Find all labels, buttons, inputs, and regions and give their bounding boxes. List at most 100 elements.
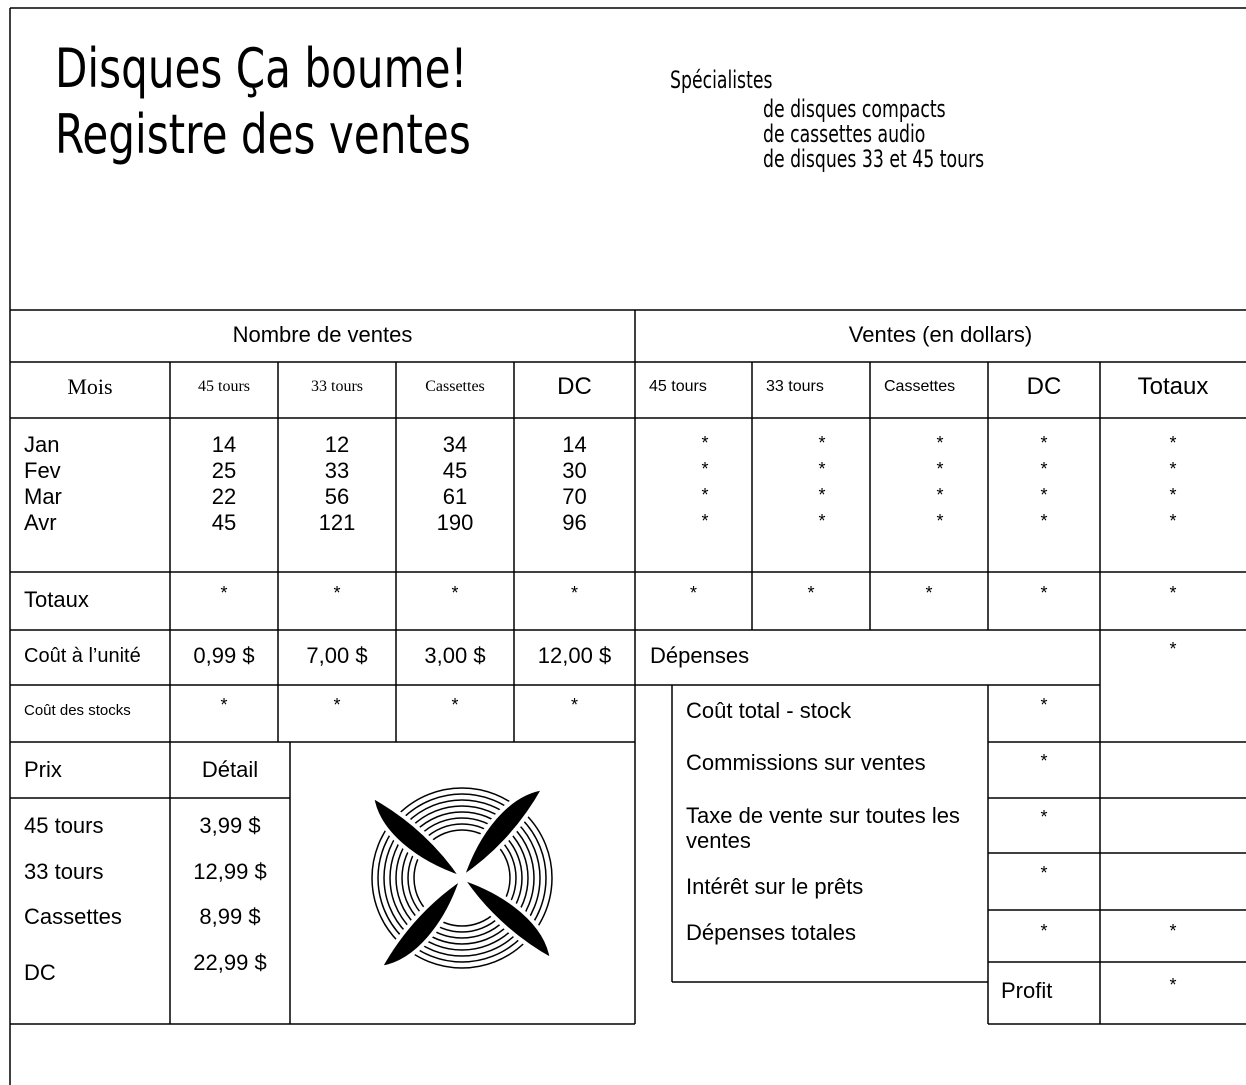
units-sold: 96: [562, 510, 587, 535]
units-sold: 34: [442, 432, 468, 457]
sales-dollars: *: [818, 485, 826, 505]
price-item: 33 tours: [24, 859, 104, 884]
month: Mar: [24, 484, 62, 509]
profit-value: *: [1169, 975, 1177, 995]
stock-cost: *: [570, 695, 578, 715]
total: *: [1040, 583, 1048, 603]
expense-value: *: [1040, 807, 1048, 827]
specialty: de cassettes audio: [763, 120, 926, 148]
column-header: 45 tours: [198, 378, 250, 395]
expense-item: Taxe de vente sur toutes les ventes: [686, 803, 960, 854]
total: *: [333, 583, 341, 603]
column-header: 33 tours: [311, 378, 363, 395]
column-header: DC: [1026, 373, 1062, 400]
units-sold: 12: [324, 432, 350, 457]
stock-cost: *: [220, 695, 228, 715]
price-value: 3,99 $: [199, 813, 261, 838]
column-header: Cassettes: [884, 378, 956, 395]
sales-dollars: *: [701, 511, 709, 531]
logo: [369, 785, 555, 971]
grid: [9, 7, 1246, 1085]
price-value: 8,99 $: [199, 904, 261, 929]
units-sold: 33: [324, 458, 350, 483]
sales-dollars: *: [701, 485, 709, 505]
specialty: de disques 33 et 45 tours: [763, 145, 985, 173]
unit-cost: 7,00 $: [306, 643, 368, 668]
specialty: de disques compacts: [763, 95, 946, 123]
stock-cost: *: [333, 695, 341, 715]
units-sold: 56: [324, 484, 350, 509]
month: Fev: [24, 458, 61, 483]
column-header: Cassettes: [425, 378, 485, 395]
price-value: 12,99 $: [193, 859, 267, 884]
tagline: Spécialistes: [670, 66, 773, 94]
column-header: 45 tours: [649, 378, 707, 395]
price-item: Cassettes: [24, 904, 122, 929]
expense-item: Coût total - stock: [686, 698, 852, 723]
units-sold: 121: [318, 510, 356, 535]
sales-dollars: *: [1169, 459, 1177, 479]
sales-dollars: *: [818, 459, 826, 479]
units-sold: 45: [211, 510, 237, 535]
total: *: [1169, 583, 1177, 603]
row-label: Prix: [24, 757, 62, 782]
row-label: Coût des stocks: [24, 702, 131, 719]
expense-item: Dépenses totales: [686, 920, 856, 945]
expense-value: *: [1040, 751, 1048, 771]
column-header: DC: [557, 373, 592, 400]
expense-value: *: [1040, 695, 1048, 715]
units-sold: 22: [211, 484, 237, 509]
sales-dollars: *: [936, 485, 944, 505]
title: Registre des ventes: [55, 103, 471, 166]
sales-dollars: *: [936, 511, 944, 531]
sales-dollars: *: [1169, 511, 1177, 531]
units-sold: 190: [436, 510, 474, 535]
month: Jan: [24, 432, 60, 457]
column-header: Mois: [67, 374, 113, 399]
total: *: [925, 583, 933, 603]
row-label: Coût à l’unité: [24, 645, 141, 667]
column-header: Détail: [201, 757, 259, 782]
price-item: DC: [24, 960, 56, 985]
sales-dollars: *: [1169, 485, 1177, 505]
unit-cost: 0,99 $: [193, 643, 255, 668]
column-header: Totaux: [1137, 373, 1209, 400]
stock-cost: *: [451, 695, 459, 715]
units-sold: 14: [562, 432, 587, 457]
sales-dollars: *: [1040, 511, 1048, 531]
units-sold: 70: [562, 484, 587, 509]
sales-dollars: *: [1040, 459, 1048, 479]
units-sold: 45: [442, 458, 468, 483]
unit-cost: 12,00 $: [537, 643, 612, 668]
sales-dollars: *: [701, 433, 709, 453]
price-value: 22,99 $: [193, 950, 267, 975]
title: Disques Ça boume!: [55, 37, 468, 100]
sales-dollars: *: [1040, 485, 1048, 505]
price-item: 45 tours: [24, 813, 104, 838]
units-sold: 61: [442, 484, 468, 509]
expense-value: *: [1040, 921, 1048, 941]
sales-dollars: *: [936, 459, 944, 479]
month: Avr: [24, 510, 57, 535]
total: *: [220, 583, 228, 603]
units-sold: 14: [211, 432, 237, 457]
unit-cost: 3,00 $: [424, 643, 486, 668]
total: *: [807, 583, 815, 603]
row-label: Dépenses: [650, 643, 750, 668]
sales-dollars: *: [1169, 433, 1177, 453]
units-sold: 30: [562, 458, 587, 483]
row-label: Totaux: [24, 587, 89, 612]
total: *: [689, 583, 697, 603]
expense-total: *: [1169, 921, 1177, 941]
sales-dollars: *: [818, 433, 826, 453]
sales-dollars: *: [818, 511, 826, 531]
column-header: 33 tours: [766, 378, 824, 395]
units-sold: 25: [211, 458, 237, 483]
expenses-value: *: [1169, 639, 1177, 659]
total: *: [570, 583, 578, 603]
expense-value: *: [1040, 863, 1048, 883]
total: *: [451, 583, 459, 603]
expense-item: Intérêt sur le prêts: [686, 874, 864, 899]
sales-dollars: *: [701, 459, 709, 479]
